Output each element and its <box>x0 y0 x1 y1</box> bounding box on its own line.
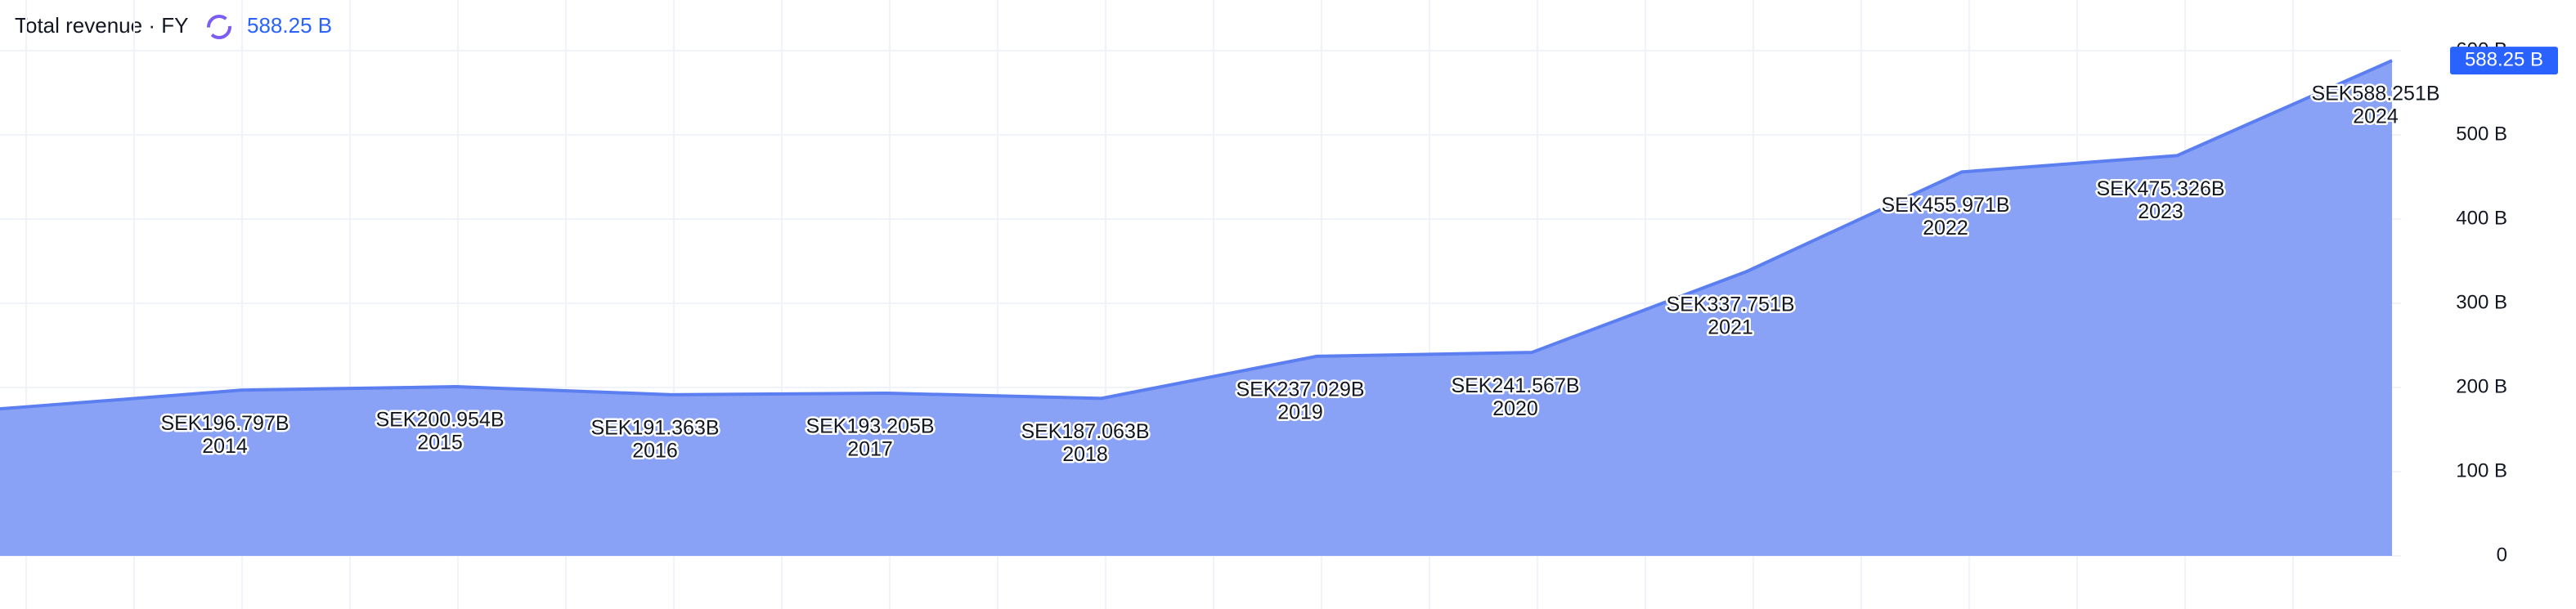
x-label: 2018 <box>1062 443 1108 466</box>
x-label: 2014 <box>202 435 248 458</box>
x-label: 2020 <box>1492 397 1538 420</box>
current-value: 588.25 B <box>247 13 332 38</box>
refresh-icon[interactable] <box>207 15 231 39</box>
y-tick-label: 400 B <box>2456 207 2507 229</box>
x-label: 2015 <box>417 432 463 455</box>
data-label: SEK200.954B <box>375 409 504 432</box>
x-label: 2024 <box>2353 105 2399 128</box>
price-tag-label: 588.25 B <box>2465 48 2543 70</box>
data-label: SEK191.363B <box>590 417 719 440</box>
area <box>0 60 2392 557</box>
data-label: SEK588.251B <box>2311 83 2439 105</box>
y-tick-label: 200 B <box>2456 375 2507 397</box>
data-label: SEK475.326B <box>2096 177 2224 200</box>
x-label: 2022 <box>1923 217 1968 240</box>
data-label: SEK337.751B <box>1666 293 1794 316</box>
x-label: 2023 <box>2138 200 2183 223</box>
x-label: 2017 <box>847 438 893 461</box>
y-tick-label: 500 B <box>2456 123 2507 145</box>
data-label: SEK193.205B <box>806 415 934 438</box>
data-label: SEK196.797B <box>160 412 289 435</box>
price-tag <box>2450 47 2558 75</box>
x-label: 2021 <box>1708 316 1753 339</box>
y-tick-label: 0 <box>2497 544 2507 566</box>
line <box>0 59 2393 411</box>
data-label: SEK241.567B <box>1451 374 1579 397</box>
data-label: SEK455.971B <box>1881 194 2009 217</box>
chart-title: Total revenue · FY <box>15 13 188 38</box>
data-label: SEK187.063B <box>1021 420 1149 443</box>
x-label: 2016 <box>632 440 678 463</box>
y-tick-label: 100 B <box>2456 459 2507 481</box>
x-label: 2019 <box>1277 401 1323 423</box>
y-tick-label: 300 B <box>2456 291 2507 313</box>
data-label: SEK237.029B <box>1236 378 1364 401</box>
